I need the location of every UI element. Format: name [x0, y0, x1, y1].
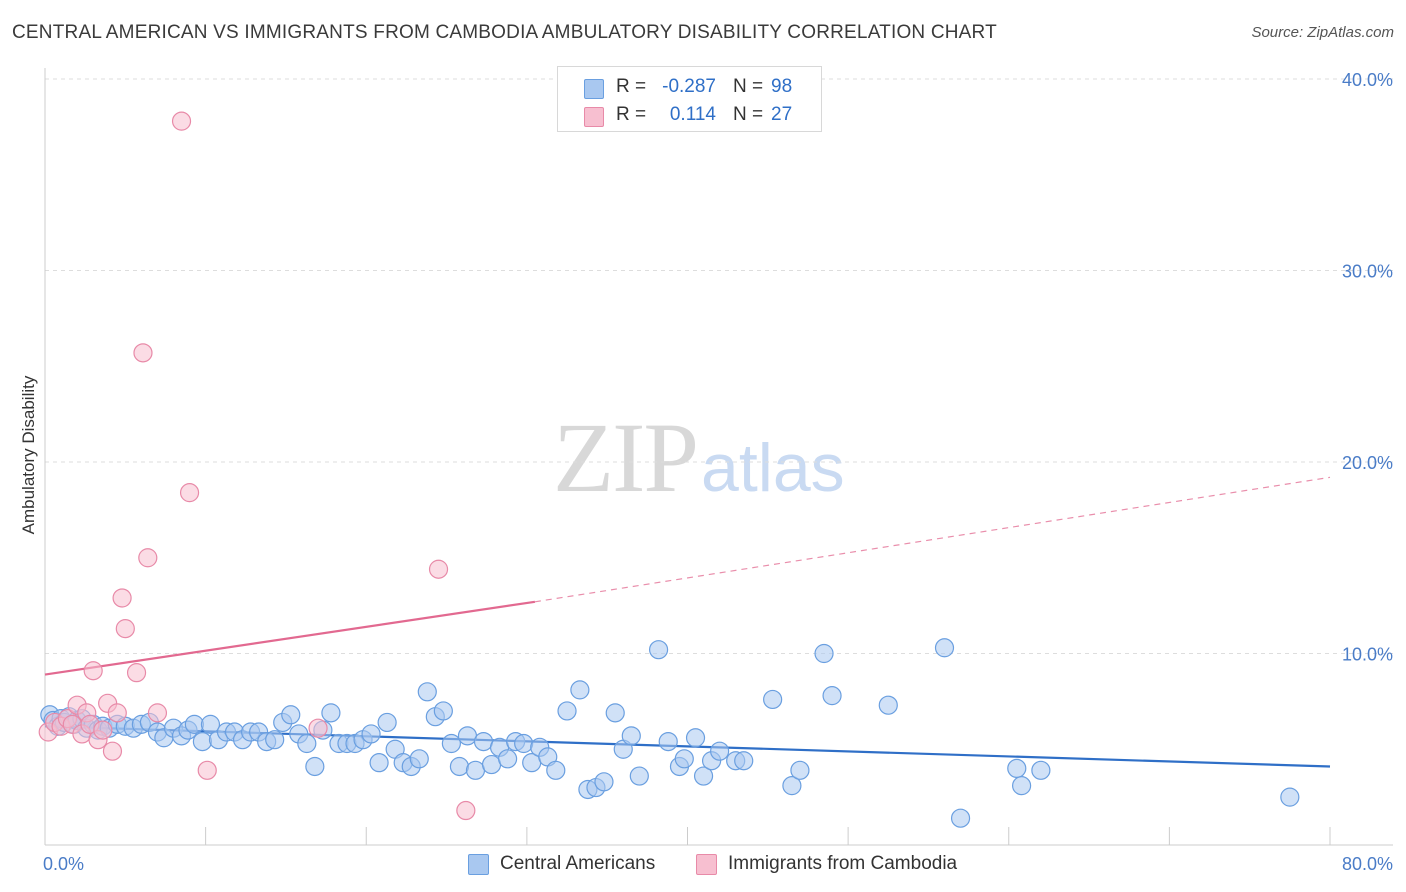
data-point-central-americans	[648, 640, 669, 660]
data-point-central-americans	[417, 682, 437, 702]
data-point-cambodia	[133, 343, 153, 363]
data-point-central-americans	[814, 643, 834, 664]
data-point-central-americans	[361, 724, 381, 744]
data-point-central-americans	[546, 760, 566, 780]
legend-label: Central Americans	[500, 853, 656, 874]
data-point-central-americans	[685, 728, 706, 748]
r-value: -0.287	[662, 76, 716, 97]
data-point-central-americans	[321, 703, 341, 723]
data-point-central-americans	[950, 808, 971, 828]
data-point-central-americans	[658, 731, 678, 752]
data-point-central-americans	[377, 712, 397, 733]
legend-swatch-blue	[584, 79, 604, 99]
trend-line-cambodia	[44, 600, 536, 676]
data-point-cambodia	[115, 619, 135, 639]
data-point-central-americans	[734, 751, 754, 771]
point-layer	[38, 111, 1300, 828]
x-tick-label: 80.0%	[1342, 854, 1393, 874]
correlation-legend: R = -0.287 N = 98 R = 0.114 N = 27	[557, 66, 822, 132]
data-point-central-americans	[934, 638, 955, 658]
data-point-central-americans	[822, 686, 842, 706]
data-point-central-americans	[200, 714, 221, 734]
x-tick-label: 0.0%	[43, 854, 84, 874]
data-point-cambodia	[428, 559, 449, 579]
data-point-cambodia	[197, 760, 217, 780]
data-point-central-americans	[281, 705, 301, 725]
data-point-central-americans	[297, 733, 317, 754]
data-point-central-americans	[457, 726, 478, 746]
legend-row-central-americans: R = -0.287 N = 98	[558, 72, 821, 102]
data-point-central-americans	[192, 731, 213, 752]
data-point-central-americans	[481, 754, 502, 775]
data-point-cambodia	[308, 718, 328, 738]
data-point-cambodia	[179, 483, 200, 503]
r-value: 0.114	[669, 104, 716, 125]
data-point-cambodia	[147, 703, 168, 723]
data-point-central-americans	[570, 680, 590, 700]
y-tick-label: 30.0%	[1342, 262, 1393, 282]
data-point-central-americans	[605, 703, 625, 723]
y-tick-label: 10.0%	[1342, 645, 1393, 665]
data-point-central-americans	[473, 731, 494, 752]
legend-swatch-pink	[584, 107, 604, 127]
data-point-cambodia	[102, 741, 123, 761]
data-point-central-americans	[369, 753, 389, 773]
data-point-cambodia	[126, 663, 147, 683]
n-value: 27	[771, 104, 793, 125]
data-point-central-americans	[629, 766, 649, 786]
data-point-central-americans	[763, 689, 783, 710]
source-label: Source: ZipAtlas.com	[1251, 24, 1394, 41]
n-label: N =	[733, 76, 764, 97]
trend-line-cambodia-extension	[534, 476, 1331, 603]
data-point-central-americans	[498, 749, 518, 769]
legend-swatch-pink	[696, 854, 717, 875]
data-point-cambodia	[107, 703, 127, 723]
data-point-central-americans	[782, 776, 802, 796]
legend-swatch-blue	[468, 854, 489, 875]
data-point-central-americans	[710, 741, 730, 761]
data-point-cambodia	[138, 548, 158, 568]
data-point-cambodia	[83, 661, 103, 681]
data-point-central-americans	[674, 749, 694, 769]
data-point-cambodia	[171, 111, 192, 131]
data-point-central-americans	[693, 766, 714, 786]
chart-title: CENTRAL AMERICAN VS IMMIGRANTS FROM CAMB…	[12, 22, 997, 43]
data-point-central-americans	[594, 772, 614, 792]
data-point-central-americans	[1011, 776, 1032, 796]
y-tick-label: 40.0%	[1342, 70, 1393, 90]
r-label: R =	[616, 104, 647, 125]
data-point-central-americans	[265, 730, 285, 750]
n-label: N =	[733, 104, 764, 125]
data-point-central-americans	[790, 760, 810, 780]
data-point-central-americans	[621, 726, 641, 746]
n-value: 98	[771, 76, 793, 97]
y-axis-label: Ambulatory Disability	[19, 375, 38, 534]
data-point-cambodia	[112, 588, 132, 608]
data-point-central-americans	[441, 733, 461, 754]
data-point-central-americans	[1007, 758, 1027, 779]
data-point-central-americans	[878, 695, 898, 715]
data-point-central-americans	[514, 733, 534, 754]
grid-layer	[45, 78, 1393, 654]
legend-row-cambodia: R = 0.114 N = 27	[558, 100, 821, 130]
data-point-central-americans	[557, 701, 577, 721]
data-point-central-americans	[409, 749, 429, 769]
data-point-cambodia	[456, 800, 476, 821]
legend-label: Immigrants from Cambodia	[728, 853, 958, 874]
data-point-central-americans	[449, 756, 470, 777]
data-point-central-americans	[465, 760, 486, 780]
data-point-central-americans	[1031, 760, 1051, 780]
data-point-cambodia	[93, 720, 113, 740]
data-point-central-americans	[184, 714, 204, 734]
data-point-central-americans	[305, 756, 325, 777]
r-label: R =	[616, 76, 647, 97]
data-point-central-americans	[1280, 787, 1300, 807]
y-tick-label: 20.0%	[1342, 453, 1393, 473]
label-layer: 10.0% 20.0% 30.0% 40.0% 0.0% 80.0% Ambulatory …	[19, 70, 1393, 874]
data-point-central-americans	[433, 701, 453, 721]
